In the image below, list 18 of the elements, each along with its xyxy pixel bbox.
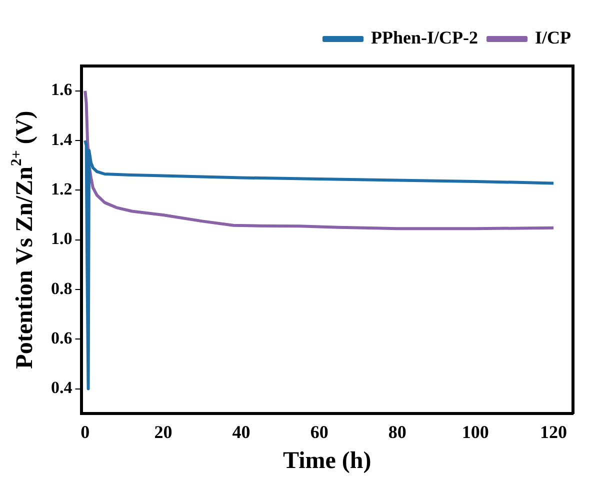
legend-label: PPhen-I/CP-2: [371, 28, 478, 48]
y-tick-label: 1.0: [51, 229, 72, 248]
x-tick-label: 120: [540, 422, 567, 442]
y-tick-label: 0.6: [51, 328, 72, 348]
x-tick-label: 0: [80, 422, 90, 442]
legend-label: I/CP: [535, 28, 572, 48]
y-tick-label: 0.4: [51, 378, 73, 398]
x-tick-label: 80: [388, 422, 406, 442]
y-tick-label: 1.6: [51, 80, 72, 100]
y-tick-label: 1.2: [51, 180, 72, 199]
y-tick-label: 1.4: [51, 130, 73, 149]
x-axis-title: Time (h): [283, 448, 372, 474]
y-axis-title: Potention Vs Zn/Zn2+ (V): [8, 110, 38, 369]
x-tick-label: 60: [310, 422, 328, 442]
x-tick-label: 40: [232, 422, 250, 442]
x-tick-label: 20: [154, 422, 172, 442]
x-tick-label: 100: [462, 422, 489, 442]
y-tick-label: 0.8: [51, 278, 72, 298]
